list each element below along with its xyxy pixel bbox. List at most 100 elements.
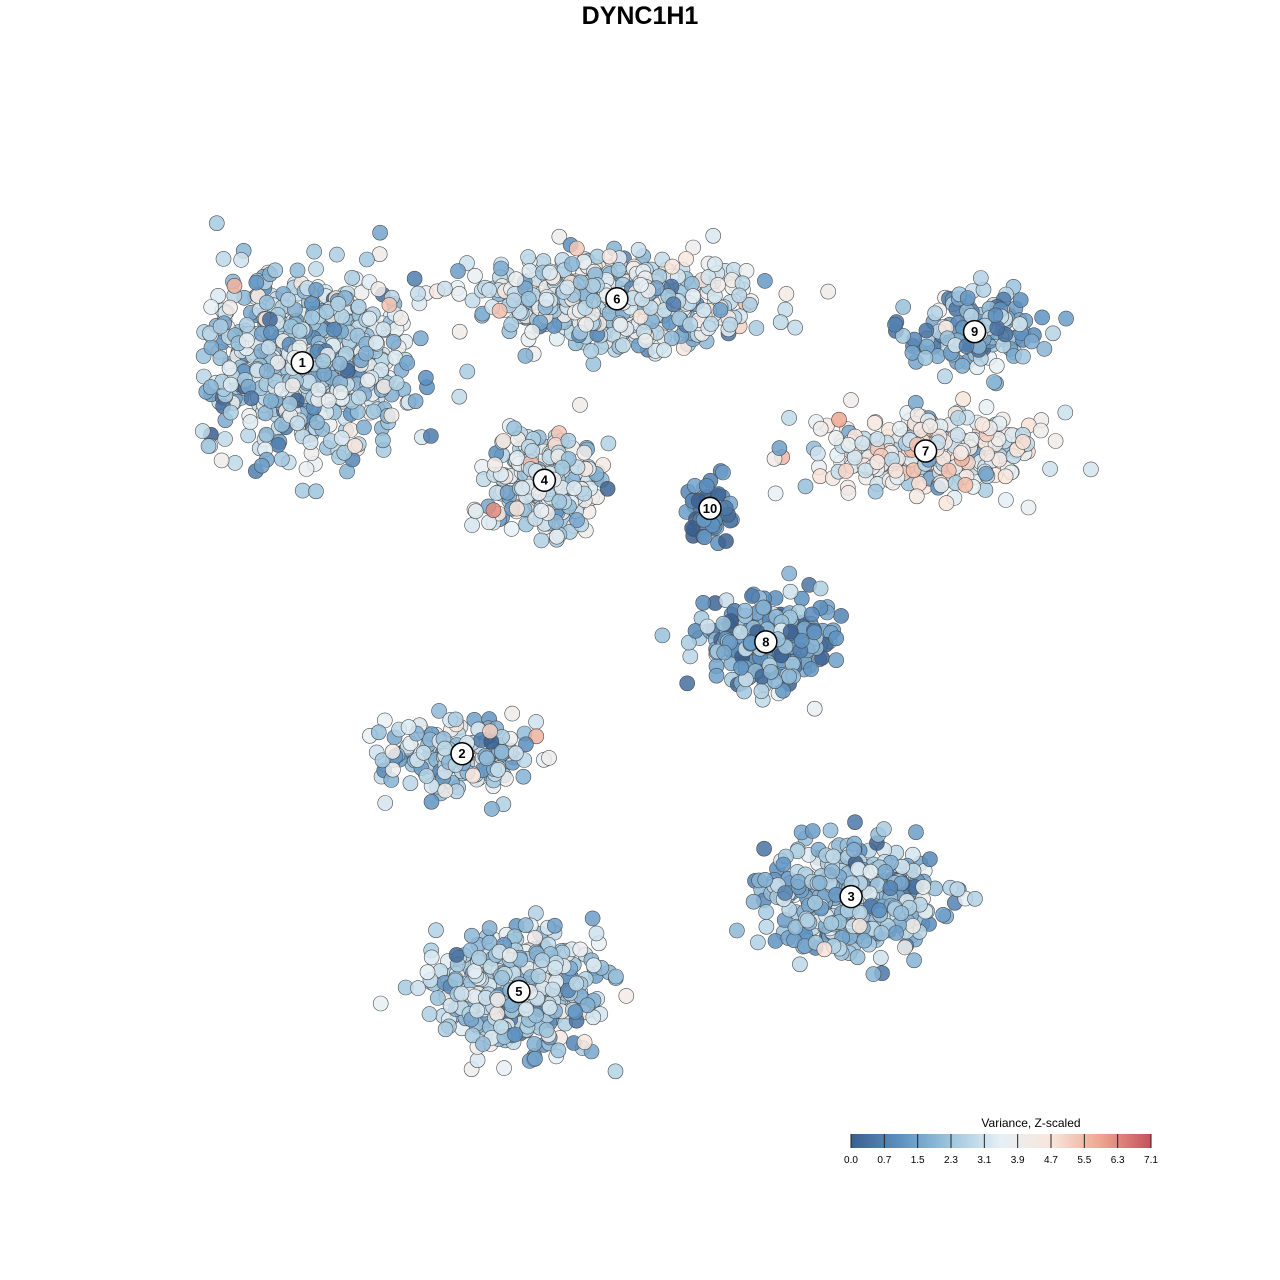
data-point [568, 975, 585, 992]
data-point [572, 397, 588, 413]
data-point [400, 719, 417, 735]
data-point [772, 314, 789, 331]
cluster-label-2: 2 [450, 741, 474, 766]
data-point [698, 478, 715, 494]
data-point [869, 454, 886, 471]
data-point [599, 480, 616, 497]
data-point [385, 761, 401, 778]
data-point [585, 356, 602, 372]
data-point [745, 893, 762, 910]
data-point [239, 317, 255, 333]
data-point [954, 357, 971, 374]
data-point [846, 842, 862, 858]
data-point [588, 925, 605, 942]
data-point [897, 939, 913, 956]
data-point [782, 583, 799, 600]
data-point [767, 933, 784, 949]
legend-tick-label: 5.5 [1077, 1155, 1091, 1166]
data-point [978, 465, 994, 482]
data-point [507, 1026, 523, 1043]
data-point [212, 318, 229, 335]
data-point [308, 483, 324, 500]
data-point [309, 414, 325, 431]
data-point [406, 270, 423, 287]
data-point [347, 438, 363, 454]
data-point [828, 652, 845, 669]
data-point [998, 492, 1014, 508]
data-point [518, 1001, 534, 1018]
colorbar [851, 1134, 1151, 1148]
data-point [463, 927, 480, 944]
data-point [699, 618, 716, 635]
data-point [269, 354, 286, 371]
data-point [381, 297, 398, 313]
data-point [822, 822, 839, 839]
data-point [972, 270, 989, 286]
data-point [282, 395, 298, 412]
data-point [239, 332, 255, 349]
data-point [258, 294, 275, 311]
data-point [375, 321, 392, 338]
data-point [803, 606, 820, 623]
data-point [524, 323, 541, 340]
data-point [637, 333, 654, 349]
data-point [600, 435, 617, 452]
data-point [820, 283, 837, 300]
data-point [410, 980, 426, 996]
cluster-label-text: 9 [971, 324, 978, 339]
data-point [388, 375, 405, 391]
data-point [807, 894, 823, 911]
data-point [767, 485, 784, 502]
data-point [360, 372, 376, 389]
data-point [866, 415, 883, 431]
data-point [1034, 309, 1050, 326]
data-point [350, 389, 367, 406]
data-point [656, 342, 672, 359]
cluster-label-10: 10 [698, 496, 722, 521]
data-point [812, 420, 829, 437]
data-point [514, 480, 530, 497]
data-point [608, 968, 624, 985]
data-point [959, 290, 976, 306]
cluster-label-text: 5 [515, 984, 522, 999]
data-point [223, 376, 239, 393]
data-point [757, 273, 773, 289]
data-point [922, 851, 938, 868]
data-point [781, 565, 798, 582]
data-point [988, 357, 1005, 374]
data-point [259, 363, 275, 379]
data-point [501, 947, 518, 964]
data-point [527, 1050, 543, 1067]
data-point [708, 667, 725, 684]
data-point [248, 274, 265, 291]
data-point [423, 428, 439, 444]
data-point [710, 277, 726, 293]
data-point [871, 902, 887, 919]
data-point [310, 381, 327, 398]
data-point [806, 624, 823, 641]
data-point [534, 952, 551, 969]
cluster-label-text: 10 [703, 501, 717, 516]
data-point [882, 880, 899, 896]
data-point [223, 404, 239, 421]
data-point [503, 521, 520, 537]
data-point [1042, 461, 1058, 477]
data-point [447, 711, 464, 728]
data-point [508, 745, 524, 762]
cluster-label-4: 4 [532, 468, 557, 492]
data-point [777, 885, 793, 901]
data-point [467, 503, 484, 520]
cluster-label-text: 1 [299, 355, 306, 370]
data-point [436, 740, 453, 757]
data-point [429, 990, 446, 1006]
data-point [506, 292, 522, 309]
data-point [682, 316, 699, 333]
data-point [865, 966, 882, 982]
data-point [679, 675, 696, 692]
cluster-label-6: 6 [605, 287, 629, 311]
data-point [330, 296, 347, 312]
data-point [987, 307, 1004, 324]
data-point [496, 1060, 512, 1076]
data-point [467, 267, 483, 284]
data-point [227, 455, 243, 471]
